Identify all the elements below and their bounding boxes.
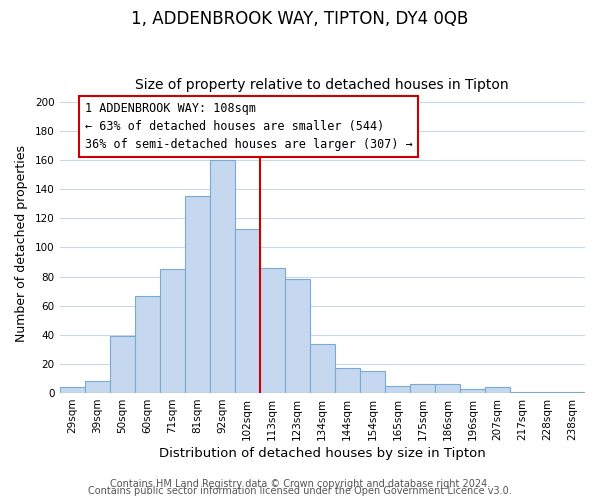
Bar: [335, 368, 360, 393]
Bar: [85, 382, 110, 393]
Title: Size of property relative to detached houses in Tipton: Size of property relative to detached ho…: [136, 78, 509, 92]
Bar: [110, 336, 134, 393]
Bar: [410, 384, 435, 393]
Bar: [134, 296, 160, 393]
Bar: [510, 392, 535, 393]
Y-axis label: Number of detached properties: Number of detached properties: [15, 146, 28, 342]
Bar: [185, 196, 209, 393]
Bar: [535, 392, 560, 393]
Text: 1, ADDENBROOK WAY, TIPTON, DY4 0QB: 1, ADDENBROOK WAY, TIPTON, DY4 0QB: [131, 10, 469, 28]
Bar: [360, 371, 385, 393]
Bar: [260, 268, 285, 393]
Bar: [160, 270, 185, 393]
Bar: [209, 160, 235, 393]
Text: Contains public sector information licensed under the Open Government Licence v3: Contains public sector information licen…: [88, 486, 512, 496]
Text: 1 ADDENBROOK WAY: 108sqm
← 63% of detached houses are smaller (544)
36% of semi-: 1 ADDENBROOK WAY: 108sqm ← 63% of detach…: [85, 102, 412, 151]
Bar: [59, 387, 85, 393]
Bar: [285, 280, 310, 393]
Bar: [460, 388, 485, 393]
X-axis label: Distribution of detached houses by size in Tipton: Distribution of detached houses by size …: [159, 447, 485, 460]
Bar: [435, 384, 460, 393]
Bar: [560, 392, 585, 393]
Bar: [485, 387, 510, 393]
Bar: [385, 386, 410, 393]
Bar: [310, 344, 335, 393]
Bar: [235, 228, 260, 393]
Text: Contains HM Land Registry data © Crown copyright and database right 2024.: Contains HM Land Registry data © Crown c…: [110, 479, 490, 489]
